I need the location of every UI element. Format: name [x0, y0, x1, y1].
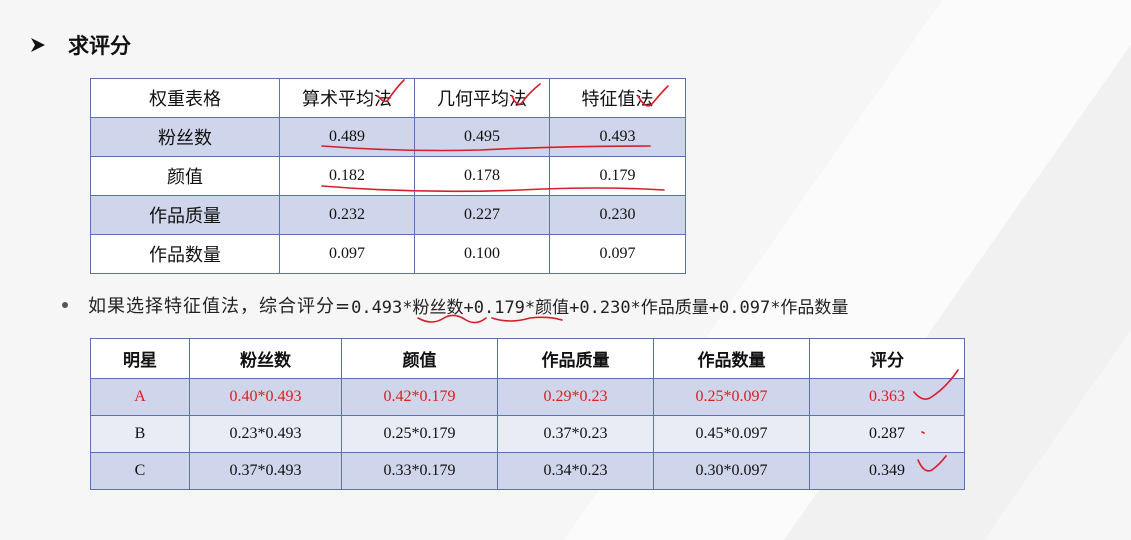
header-cell: 算术平均法: [279, 78, 415, 118]
star-name: A: [90, 378, 190, 416]
header-cell: 几何平均法: [414, 78, 550, 118]
table-cell: 0.25*0.097: [653, 378, 810, 416]
table-cell: 0.33*0.179: [341, 452, 498, 490]
header-cell: 颜值: [341, 338, 498, 379]
header-cell: 特征值法: [549, 78, 686, 118]
table-row: 作品数量 0.097 0.100 0.097: [90, 234, 686, 274]
table-cell: 0.230: [549, 195, 686, 235]
table-cell: 0.232: [279, 195, 415, 235]
arrow-bullet-icon: [31, 38, 45, 52]
table-cell: 0.495: [414, 117, 550, 157]
dot-bullet-icon: [62, 302, 68, 308]
score-cell: 0.287: [809, 415, 965, 453]
header-cell: 评分: [809, 338, 965, 379]
formula-bullet: 如果选择特征值法，综合评分= 0.493*粉丝数+0.179*颜值+0.230*…: [62, 292, 848, 318]
table-cell: 0.182: [279, 156, 415, 196]
table-row: 作品质量 0.232 0.227 0.230: [90, 195, 686, 235]
table-cell: 0.097: [549, 234, 686, 274]
row-label: 颜值: [90, 156, 280, 196]
row-label: 作品数量: [90, 234, 280, 274]
formula-text: 0.493*粉丝数+0.179*颜值+0.230*作品质量+0.097*作品数量: [351, 297, 849, 318]
row-label: 粉丝数: [90, 117, 280, 157]
table-row: C 0.37*0.493 0.33*0.179 0.34*0.23 0.30*0…: [90, 452, 965, 490]
star-name: C: [90, 452, 190, 490]
table-cell: 0.493: [549, 117, 686, 157]
table-cell: 0.227: [414, 195, 550, 235]
table-cell: 0.34*0.23: [497, 452, 654, 490]
score-cell: 0.363: [809, 378, 965, 416]
table-row: 颜值 0.182 0.178 0.179: [90, 156, 686, 196]
title-row: 求评分: [30, 30, 131, 60]
table-cell: 0.37*0.23: [497, 415, 654, 453]
header-cell: 作品数量: [653, 338, 810, 379]
table-cell: 0.23*0.493: [189, 415, 342, 453]
table-cell: 0.42*0.179: [341, 378, 498, 416]
table-cell: 0.30*0.097: [653, 452, 810, 490]
table-cell: 0.37*0.493: [189, 452, 342, 490]
table-cell: 0.25*0.179: [341, 415, 498, 453]
table-cell: 0.097: [279, 234, 415, 274]
scores-table: 明星 粉丝数 颜值 作品质量 作品数量 评分 A 0.40*0.493 0.42…: [90, 338, 965, 490]
row-label: 作品质量: [90, 195, 280, 235]
slide-title: 求评分: [68, 34, 131, 58]
table-row: A 0.40*0.493 0.42*0.179 0.29*0.23 0.25*0…: [90, 378, 965, 416]
table-cell: 0.100: [414, 234, 550, 274]
table-cell: 0.45*0.097: [653, 415, 810, 453]
table-row: 粉丝数 0.489 0.495 0.493: [90, 117, 686, 157]
header-cell: 权重表格: [90, 78, 280, 118]
score-cell: 0.349: [809, 452, 965, 490]
weights-table: 权重表格 算术平均法 几何平均法 特征值法 粉丝数 0.489 0.495 0.…: [90, 78, 686, 274]
scores-header-row: 明星 粉丝数 颜值 作品质量 作品数量 评分: [90, 338, 965, 379]
table-cell: 0.29*0.23: [497, 378, 654, 416]
table-cell: 0.40*0.493: [189, 378, 342, 416]
star-name: B: [90, 415, 190, 453]
header-cell: 明星: [90, 338, 190, 379]
table-row: B 0.23*0.493 0.25*0.179 0.37*0.23 0.45*0…: [90, 415, 965, 453]
header-cell: 粉丝数: [189, 338, 342, 379]
table-cell: 0.489: [279, 117, 415, 157]
header-cell: 作品质量: [497, 338, 654, 379]
table-cell: 0.179: [549, 156, 686, 196]
bullet-text: 如果选择特征值法，综合评分=: [88, 296, 352, 317]
table-cell: 0.178: [414, 156, 550, 196]
weights-header-row: 权重表格 算术平均法 几何平均法 特征值法: [90, 78, 686, 118]
